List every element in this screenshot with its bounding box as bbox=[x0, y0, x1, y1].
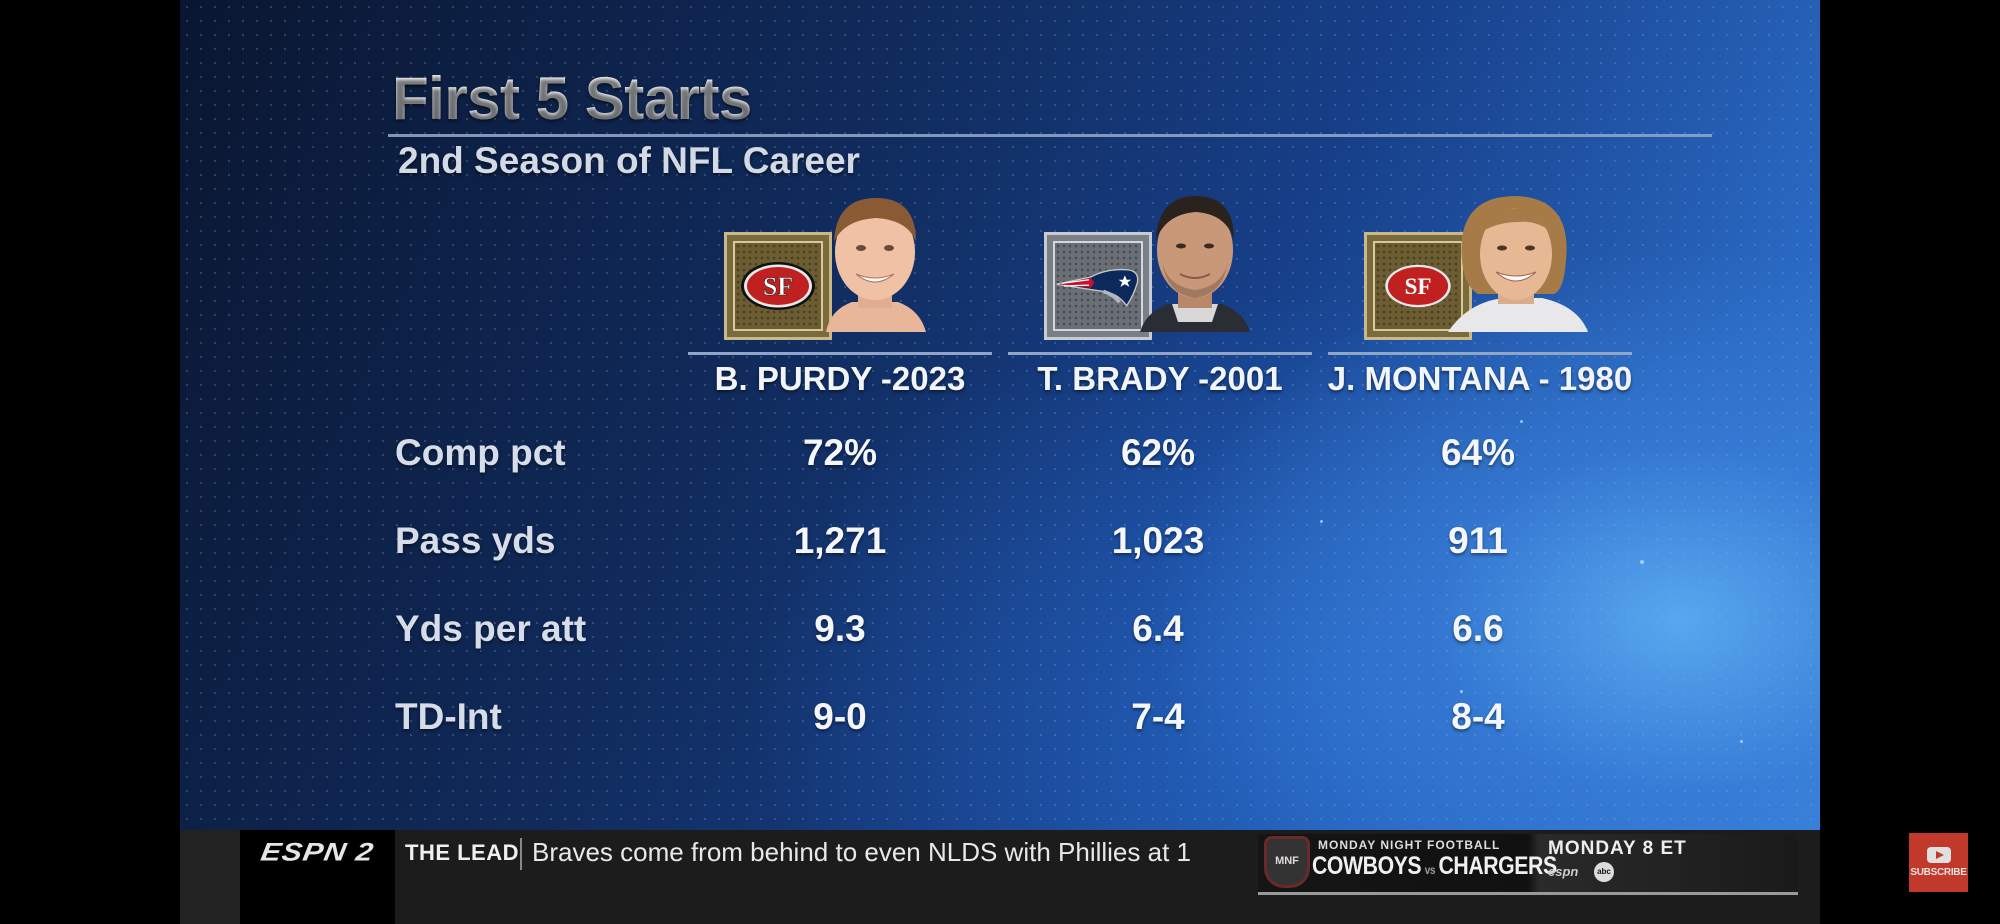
espn2-logo: ESPN 2 bbox=[240, 830, 395, 924]
promo-matchup: COWBOYS vs CHARGERS bbox=[1312, 852, 1557, 881]
player-name: T. BRADY -2001 bbox=[1037, 360, 1283, 397]
stat-label-comp-pct: Comp pct bbox=[395, 432, 566, 473]
video-frame: First 5 Starts 2nd Season of NFL Career … bbox=[180, 0, 1820, 924]
svg-text:SF: SF bbox=[763, 272, 793, 301]
stat-value: 8-4 bbox=[1451, 696, 1505, 737]
bottom-ticker: ESPN 2 THE LEAD Braves come from behind … bbox=[180, 830, 1820, 924]
player-name: B. PURDY -2023 bbox=[714, 360, 966, 397]
player-column-purdy: SF B. PURDY -2023 bbox=[688, 180, 992, 400]
stat-value: 62% bbox=[1120, 432, 1196, 473]
youtube-play-icon bbox=[1926, 847, 1951, 863]
stat-value: 7-4 bbox=[1131, 696, 1185, 737]
patriots-logo-icon bbox=[1056, 268, 1139, 307]
player-headshot-brady bbox=[1140, 196, 1250, 332]
mnf-shield-icon: MNF bbox=[1264, 836, 1310, 888]
stat-value: 64% bbox=[1440, 432, 1516, 473]
graphic-subtitle: 2nd Season of NFL Career bbox=[398, 140, 860, 181]
player-divider bbox=[1328, 352, 1632, 355]
player-column-montana: SF J. MONTANA - 1980 bbox=[1328, 180, 1632, 400]
player-headshot-montana bbox=[1448, 196, 1588, 332]
sparkle bbox=[1460, 690, 1463, 693]
stat-value: 72% bbox=[802, 432, 878, 473]
ticker-headline: Braves come from behind to even NLDS wit… bbox=[532, 837, 1191, 867]
player-name: J. MONTANA - 1980 bbox=[1327, 360, 1633, 397]
team-logo-frame: SF bbox=[724, 232, 832, 340]
stat-value: 9.3 bbox=[814, 608, 866, 649]
promo-time: MONDAY 8 ET bbox=[1548, 838, 1687, 859]
stat-value: 911 bbox=[1448, 520, 1508, 561]
sparkle bbox=[1320, 520, 1323, 523]
espn-logo-icon: espn bbox=[1548, 864, 1579, 879]
player-divider bbox=[688, 352, 992, 355]
stat-value: 6.4 bbox=[1132, 608, 1184, 649]
stat-label-yds-per-att: Yds per att bbox=[395, 608, 587, 649]
player-headshot-purdy bbox=[826, 198, 926, 332]
mnf-promo: MNF MONDAY NIGHT FOOTBALL COWBOYS vs CHARG… bbox=[1258, 834, 1798, 895]
stat-label-td-int: TD-Int bbox=[395, 696, 502, 737]
vs-separator: vs bbox=[1424, 863, 1436, 877]
sparkle bbox=[1520, 420, 1523, 423]
promo-series: MONDAY NIGHT FOOTBALL bbox=[1318, 838, 1501, 852]
team-logo-frame: SF bbox=[1364, 232, 1472, 340]
stat-value: 1,271 bbox=[793, 520, 887, 561]
sparkle bbox=[1640, 560, 1644, 564]
graphic-title: First 5 Starts bbox=[392, 65, 752, 132]
stat-value: 9-0 bbox=[813, 696, 867, 737]
svg-text:SF: SF bbox=[1405, 274, 1432, 299]
title-divider bbox=[388, 134, 1712, 137]
team-a: COWBOYS bbox=[1312, 852, 1422, 880]
subscribe-button[interactable]: SUBSCRIBE bbox=[1909, 833, 1968, 892]
sparkle bbox=[1740, 740, 1743, 743]
49ers-logo-icon: SF bbox=[741, 262, 815, 310]
ticker-segment-label: THE LEAD bbox=[405, 840, 519, 865]
player-column-brady: T. BRADY -2001 bbox=[1008, 180, 1312, 400]
team-logo-frame bbox=[1044, 232, 1152, 340]
ticker-divider bbox=[520, 838, 522, 870]
team-b: CHARGERS bbox=[1438, 852, 1557, 880]
stat-value: 1,023 bbox=[1111, 520, 1205, 561]
abc-logo-icon: abc bbox=[1594, 862, 1614, 882]
subscribe-label: SUBSCRIBE bbox=[1910, 867, 1967, 878]
stat-value: 6.6 bbox=[1452, 608, 1504, 649]
49ers-logo-icon: SF bbox=[1385, 264, 1451, 308]
player-divider bbox=[1008, 352, 1312, 355]
stat-label-pass-yds: Pass yds bbox=[395, 520, 556, 561]
dot-grid-background bbox=[180, 0, 1820, 924]
